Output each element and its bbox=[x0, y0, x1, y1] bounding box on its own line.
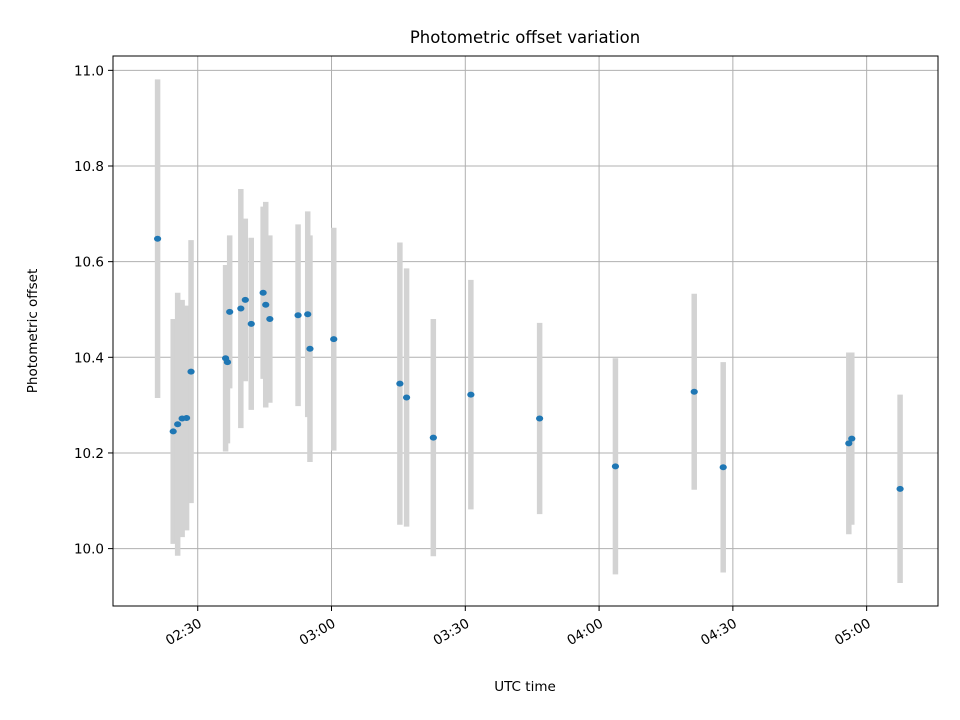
data-point bbox=[226, 308, 234, 315]
data-point bbox=[396, 380, 404, 387]
data-point bbox=[259, 289, 267, 296]
data-point bbox=[467, 391, 475, 398]
y-tick-label: 10.0 bbox=[74, 542, 104, 558]
data-point bbox=[429, 434, 437, 441]
x-axis-ticks: 02:30 03:00 03:30 04:00 04:30 05:00 bbox=[163, 606, 874, 649]
data-point bbox=[611, 463, 620, 470]
data-point bbox=[237, 305, 245, 312]
data-point bbox=[182, 415, 191, 422]
data-point bbox=[294, 312, 302, 319]
data-point bbox=[169, 428, 177, 435]
data-point bbox=[153, 235, 162, 242]
data-point bbox=[247, 320, 255, 327]
y-axis-label: Photometric offset bbox=[25, 269, 41, 393]
plot-frame bbox=[112, 55, 939, 607]
data-point bbox=[896, 485, 904, 492]
grid-lines bbox=[113, 56, 938, 606]
data-point bbox=[241, 296, 249, 303]
x-axis-label: UTC time bbox=[494, 679, 556, 695]
data-points bbox=[153, 235, 904, 492]
data-point bbox=[536, 415, 544, 422]
chart-title: Photometric offset variation bbox=[410, 28, 640, 47]
data-point bbox=[306, 345, 314, 352]
data-point bbox=[187, 368, 195, 375]
data-point bbox=[719, 464, 727, 471]
y-tick-label: 10.4 bbox=[74, 350, 104, 366]
data-point bbox=[330, 336, 338, 343]
y-tick-label: 10.6 bbox=[74, 255, 104, 271]
y-axis-ticks: 10.0 10.2 10.4 10.6 10.8 11.0 bbox=[74, 63, 113, 558]
data-point bbox=[174, 421, 182, 428]
y-tick-label: 10.2 bbox=[74, 446, 104, 462]
data-point bbox=[402, 394, 411, 401]
y-tick-label: 11.0 bbox=[74, 63, 104, 79]
data-point bbox=[223, 359, 232, 366]
data-point bbox=[262, 301, 270, 308]
data-point bbox=[690, 388, 698, 395]
data-point bbox=[304, 311, 312, 318]
data-point bbox=[845, 440, 853, 447]
data-point bbox=[266, 316, 274, 323]
y-tick-label: 10.8 bbox=[74, 159, 104, 175]
data-point bbox=[848, 435, 856, 442]
